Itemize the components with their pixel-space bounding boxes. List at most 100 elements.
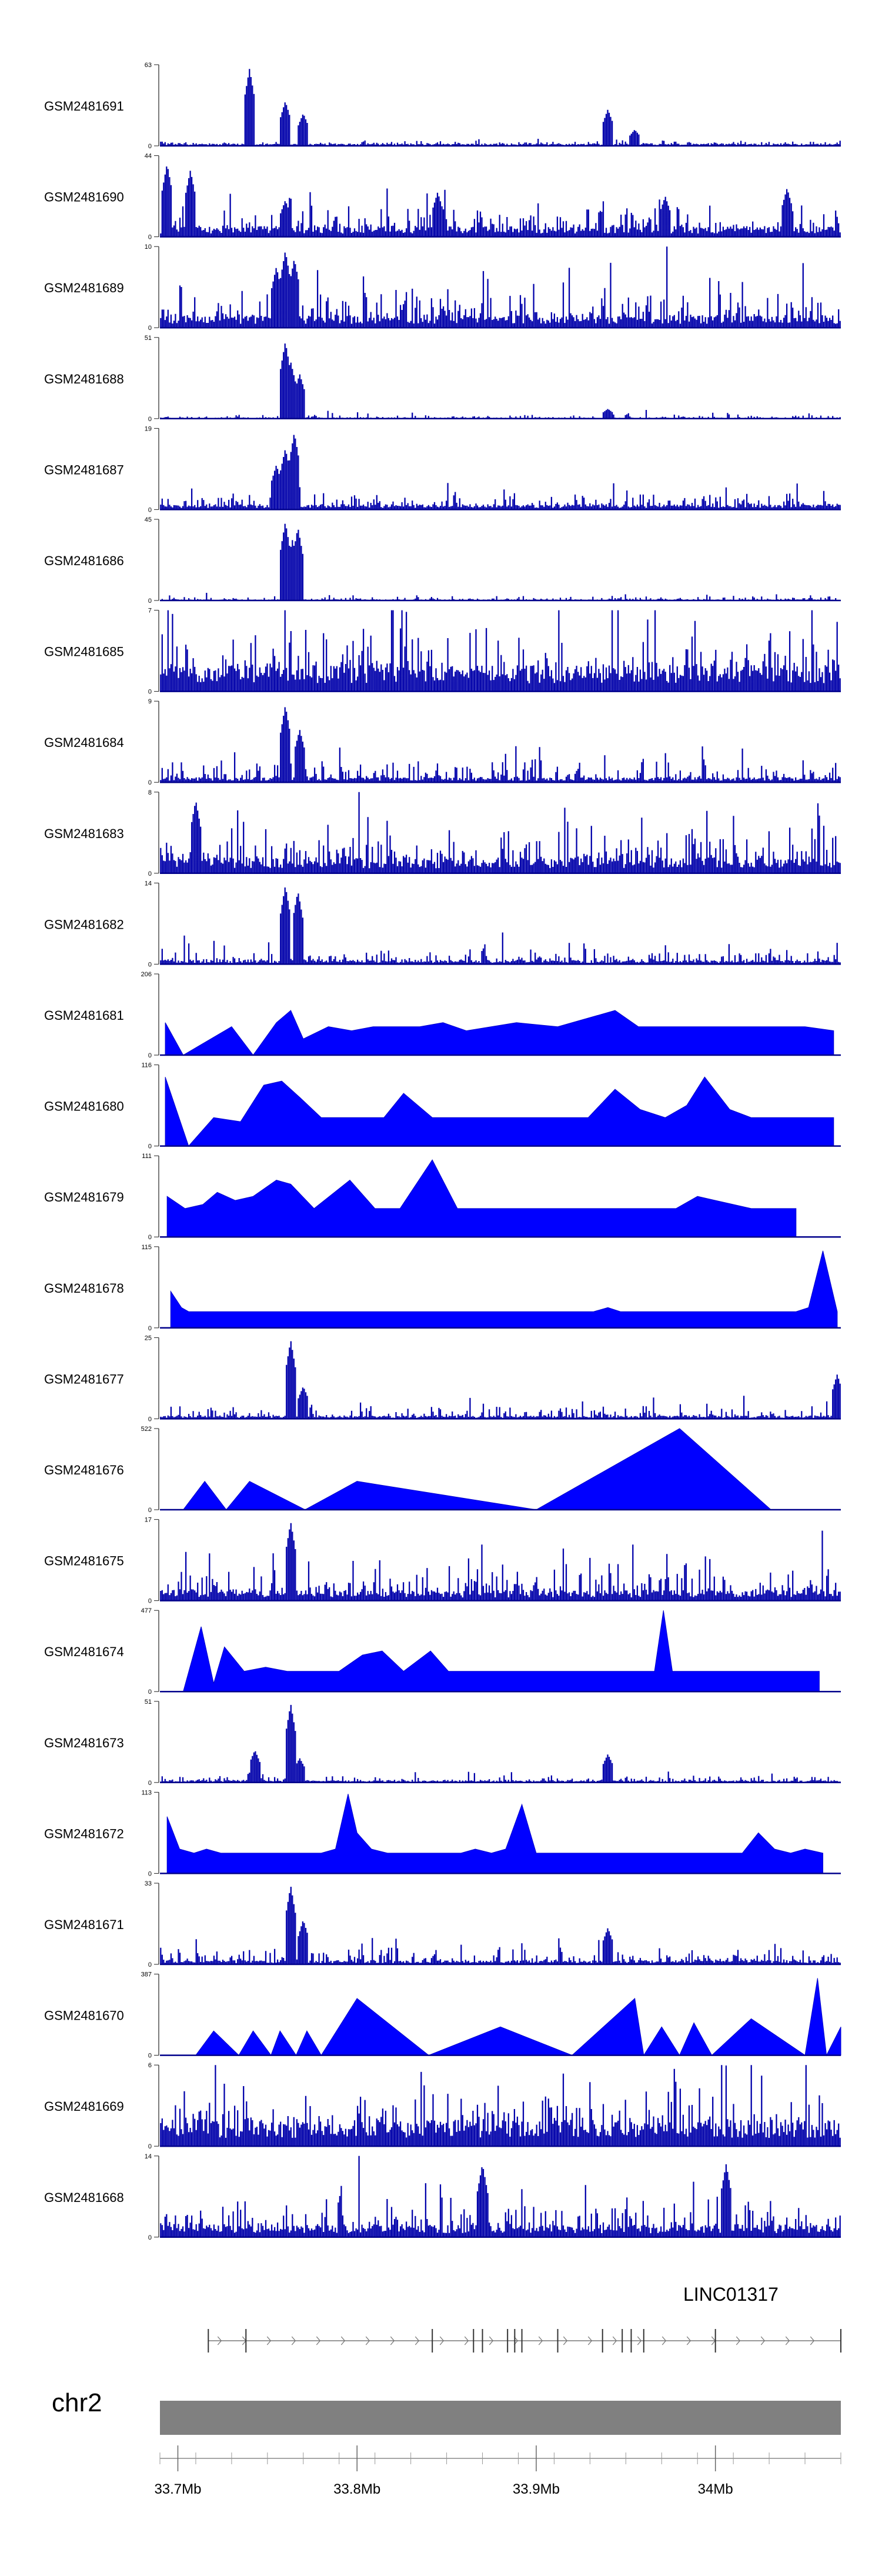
track-GSM2481690: GSM2481690 44 0 bbox=[44, 153, 841, 241]
track-label: GSM2481688 bbox=[44, 372, 124, 386]
axis-tick-label: 34Mb bbox=[698, 2481, 733, 2497]
track-GSM2481674: GSM2481674 477 0 bbox=[44, 1607, 841, 1696]
coverage-area bbox=[165, 1010, 834, 1056]
chromosome-label: chr2 bbox=[52, 2388, 102, 2417]
y-max-label: 6 bbox=[148, 2062, 152, 2069]
track-GSM2481671: GSM2481671 33 0 bbox=[44, 1880, 841, 1968]
coverage-bars bbox=[160, 69, 841, 146]
y-min-label: 0 bbox=[148, 598, 152, 605]
coverage-area bbox=[170, 1250, 838, 1329]
y-min-label: 0 bbox=[148, 1507, 152, 1514]
coverage-bars bbox=[160, 166, 841, 237]
y-max-label: 33 bbox=[145, 1880, 152, 1887]
strand-arrow bbox=[390, 2336, 395, 2345]
axis-tick-label: 33.8Mb bbox=[333, 2481, 380, 2497]
y-max-label: 8 bbox=[148, 789, 152, 796]
y-min-label: 0 bbox=[148, 1325, 152, 1332]
track-label: GSM2481677 bbox=[44, 1372, 124, 1386]
axis-tick-label: 33.9Mb bbox=[513, 2481, 560, 2497]
track-GSM2481679: GSM2481679 111 0 bbox=[44, 1153, 841, 1241]
coverage-bars bbox=[160, 343, 841, 419]
strand-arrow bbox=[291, 2336, 296, 2345]
genome-axis: 33.7Mb 33.8Mb 33.9Mb 34Mb bbox=[154, 2445, 841, 2497]
data-tracks: GSM2481691630GSM2481690440GSM2481689100G… bbox=[44, 62, 841, 2241]
track-label: GSM2481691 bbox=[44, 99, 124, 114]
track-GSM2481668: GSM2481668 14 0 bbox=[44, 2153, 841, 2241]
coverage-bars bbox=[160, 1887, 841, 1964]
y-min-label: 0 bbox=[148, 2143, 152, 2150]
strand-arrow bbox=[637, 2336, 642, 2345]
strand-arrow bbox=[316, 2336, 321, 2345]
track-GSM2481672: GSM2481672 113 0 bbox=[44, 1789, 841, 1877]
track-label: GSM2481679 bbox=[44, 1190, 124, 1204]
track-GSM2481686: GSM2481686 45 0 bbox=[44, 516, 841, 605]
y-min-label: 0 bbox=[148, 506, 152, 513]
strand-arrow bbox=[810, 2336, 815, 2345]
track-label: GSM2481670 bbox=[44, 2008, 124, 2023]
strand-arrow bbox=[587, 2336, 593, 2345]
y-max-label: 51 bbox=[145, 1699, 152, 1706]
track-label: GSM2481683 bbox=[44, 826, 124, 841]
coverage-area bbox=[165, 1076, 834, 1147]
y-max-label: 17 bbox=[145, 1517, 152, 1524]
track-label: GSM2481671 bbox=[44, 1917, 124, 1932]
track-GSM2481680: GSM2481680 116 0 bbox=[44, 1062, 841, 1150]
coverage-bars bbox=[160, 707, 841, 783]
y-max-label: 63 bbox=[145, 62, 152, 69]
y-max-label: 116 bbox=[141, 1062, 152, 1069]
y-max-label: 522 bbox=[141, 1426, 152, 1433]
coverage-area bbox=[182, 1610, 820, 1692]
y-max-label: 477 bbox=[141, 1607, 152, 1614]
strand-arrow bbox=[662, 2336, 667, 2345]
y-min-label: 0 bbox=[148, 689, 152, 696]
track-label: GSM2481669 bbox=[44, 2099, 124, 2114]
y-max-label: 19 bbox=[145, 425, 152, 432]
y-min-label: 0 bbox=[148, 1870, 152, 1877]
y-max-label: 25 bbox=[145, 1334, 152, 1342]
coverage-area bbox=[195, 1978, 841, 2057]
coverage-bars bbox=[160, 435, 841, 510]
y-min-label: 0 bbox=[148, 325, 152, 332]
y-min-label: 0 bbox=[148, 416, 152, 423]
y-min-label: 0 bbox=[148, 1234, 152, 1241]
coverage-area bbox=[166, 1794, 823, 1874]
track-label: GSM2481672 bbox=[44, 1826, 124, 1841]
track-label: GSM2481675 bbox=[44, 1554, 124, 1569]
coverage-bars bbox=[160, 1341, 841, 1419]
track-label: GSM2481686 bbox=[44, 553, 124, 568]
y-min-label: 0 bbox=[148, 1416, 152, 1423]
track-label: GSM2481674 bbox=[44, 1644, 124, 1659]
y-max-label: 45 bbox=[145, 516, 152, 523]
strand-arrow bbox=[266, 2336, 272, 2345]
y-min-label: 0 bbox=[148, 1598, 152, 1605]
y-min-label: 0 bbox=[148, 961, 152, 968]
axis-tick-label: 33.7Mb bbox=[154, 2481, 201, 2497]
y-min-label: 0 bbox=[148, 1052, 152, 1059]
y-min-label: 0 bbox=[148, 1780, 152, 1787]
track-label: GSM2481690 bbox=[44, 190, 124, 205]
y-min-label: 0 bbox=[148, 234, 152, 241]
track-GSM2481687: GSM2481687 19 0 bbox=[44, 425, 841, 513]
strand-arrow bbox=[464, 2336, 469, 2345]
gene-track: LINC01317 bbox=[208, 2284, 841, 2353]
strand-arrow bbox=[736, 2336, 741, 2345]
y-max-label: 10 bbox=[145, 243, 152, 251]
strand-arrow bbox=[785, 2336, 790, 2345]
track-label: GSM2481685 bbox=[44, 645, 124, 659]
coverage-bars bbox=[160, 523, 841, 600]
strand-arrow bbox=[686, 2336, 691, 2345]
track-GSM2481689: GSM2481689 10 0 bbox=[44, 243, 841, 332]
track-label: GSM2481668 bbox=[44, 2190, 124, 2205]
track-label: GSM2481680 bbox=[44, 1099, 124, 1114]
track-GSM2481670: GSM2481670 387 0 bbox=[44, 1971, 841, 2060]
y-min-label: 0 bbox=[148, 2053, 152, 2060]
chromosome-track: chr2 bbox=[52, 2388, 841, 2435]
strand-arrow bbox=[612, 2336, 617, 2345]
track-GSM2481682: GSM2481682 14 0 bbox=[44, 880, 841, 968]
coverage-area bbox=[182, 1428, 772, 1510]
y-min-label: 0 bbox=[148, 2234, 152, 2241]
track-GSM2481675: GSM2481675 17 0 bbox=[44, 1517, 841, 1605]
track-GSM2481691: GSM2481691 63 0 bbox=[44, 62, 841, 150]
y-max-label: 387 bbox=[141, 1971, 152, 1978]
